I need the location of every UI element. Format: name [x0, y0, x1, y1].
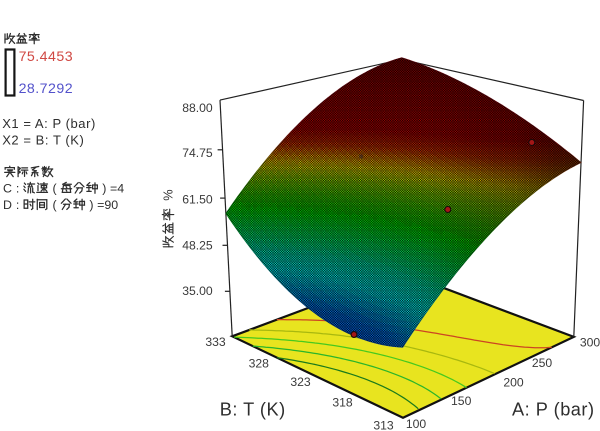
- svg-text:318: 318: [332, 396, 353, 410]
- svg-text:333: 333: [205, 335, 226, 349]
- svg-text:(: (: [53, 198, 58, 212]
- svg-text:48.25: 48.25: [182, 239, 213, 253]
- svg-text:%: %: [161, 189, 176, 200]
- svg-text:=90: =90: [97, 198, 118, 212]
- svg-text:B: T (K): B: T (K): [220, 400, 286, 420]
- svg-text:300: 300: [580, 335, 600, 349]
- svg-text:100: 100: [406, 417, 427, 431]
- svg-text:323: 323: [290, 375, 311, 389]
- svg-text::: :: [16, 198, 19, 212]
- svg-text:88.00: 88.00: [182, 101, 213, 115]
- svg-text:28.7292: 28.7292: [19, 81, 73, 97]
- svg-text:(: (: [53, 182, 58, 196]
- svg-text:35.00: 35.00: [182, 284, 213, 298]
- svg-text:): ): [89, 198, 93, 212]
- svg-text:150: 150: [451, 394, 472, 408]
- svg-text:C: C: [3, 182, 12, 196]
- svg-text:61.50: 61.50: [182, 193, 213, 207]
- svg-text:=4: =4: [110, 182, 124, 196]
- svg-text:X1 = A: P (bar): X1 = A: P (bar): [2, 116, 96, 131]
- svg-text:313: 313: [373, 418, 394, 431]
- svg-text:D: D: [3, 198, 12, 212]
- svg-text:200: 200: [503, 375, 524, 389]
- svg-text:74.75: 74.75: [182, 146, 213, 160]
- svg-text:328: 328: [249, 357, 270, 371]
- svg-text::: :: [16, 182, 19, 196]
- svg-text:75.4453: 75.4453: [19, 49, 73, 65]
- svg-text:X2 = B: T (K): X2 = B: T (K): [2, 133, 84, 148]
- svg-text:): ): [102, 182, 106, 196]
- svg-text:A: P (bar): A: P (bar): [512, 400, 595, 420]
- svg-text:250: 250: [532, 356, 553, 370]
